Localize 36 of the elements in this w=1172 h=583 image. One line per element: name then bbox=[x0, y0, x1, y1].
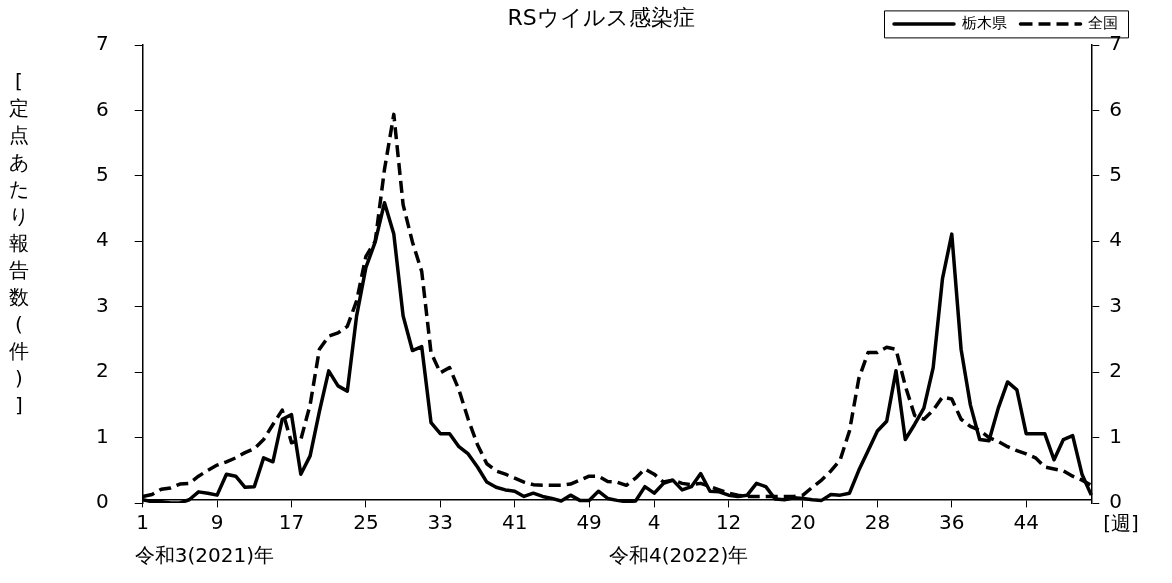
y-tick-label: 4 bbox=[95, 227, 109, 252]
y2-tick-label: 5 bbox=[1109, 162, 1123, 187]
x-tick-label: 9 bbox=[210, 509, 224, 534]
text: 令和3(2021)年 bbox=[134, 543, 274, 568]
y-tick-label: 0 bbox=[95, 489, 109, 514]
x-tick-label: 28 bbox=[864, 509, 891, 534]
x-tick-label: 12 bbox=[715, 509, 742, 534]
text: 令和4(2022)年 bbox=[609, 543, 749, 568]
y2-tick-label: 7 bbox=[1109, 31, 1123, 56]
chart-title: RSウイルス感染症 bbox=[507, 4, 695, 30]
y2-tick-label: 4 bbox=[1109, 227, 1123, 252]
legend-label: 全国 bbox=[1088, 13, 1118, 32]
y-tick-label: 1 bbox=[95, 423, 109, 448]
y-tick-label: 6 bbox=[95, 96, 109, 121]
y-tick-label: 2 bbox=[95, 358, 109, 383]
x-tick-label: 20 bbox=[790, 509, 816, 534]
x-tick-label: 44 bbox=[1013, 509, 1039, 534]
x-tick-label: 25 bbox=[353, 509, 379, 534]
y-tick-label: 3 bbox=[95, 292, 109, 317]
y-tick-label: 5 bbox=[95, 162, 109, 187]
x-tick-label: 1 bbox=[136, 509, 150, 534]
x-tick-label: 33 bbox=[427, 509, 454, 534]
legend-label: 栃木県 bbox=[961, 13, 1007, 32]
y2-tick-label: 3 bbox=[1109, 292, 1123, 317]
x-axis-title: [週] bbox=[1103, 511, 1139, 536]
x-tick-label: 41 bbox=[501, 509, 528, 534]
x-tick-label: 4 bbox=[647, 509, 661, 534]
y2-tick-label: 0 bbox=[1109, 489, 1123, 514]
x-tick-label: 49 bbox=[576, 509, 602, 534]
y2-tick-label: 6 bbox=[1109, 96, 1123, 121]
y-tick-label: 7 bbox=[95, 31, 109, 56]
x-tick-label: 17 bbox=[278, 509, 305, 534]
y2-tick-label: 1 bbox=[1109, 423, 1123, 448]
text: [定点あたり報告数(件)] bbox=[9, 69, 29, 417]
y2-tick-label: 2 bbox=[1109, 358, 1123, 383]
x-tick-label: 36 bbox=[939, 509, 965, 534]
